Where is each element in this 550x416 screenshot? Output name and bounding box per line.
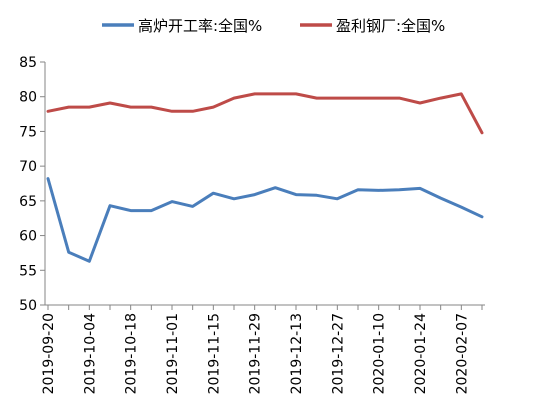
x-tick-label: 2019-11-15 xyxy=(206,313,222,394)
legend-label-2: 盈利钢厂:全国% xyxy=(336,17,445,35)
y-tick-label: 65 xyxy=(19,194,37,210)
legend-label-1: 高炉开工率:全国% xyxy=(138,17,262,35)
y-tick-label: 55 xyxy=(19,263,37,279)
y-tick-label: 60 xyxy=(19,229,37,245)
x-tick-label: 2019-12-13 xyxy=(289,313,305,394)
axes: 50 55 60 65 70 75 80 85 2019-09-20 2019-10-04 2019… xyxy=(19,55,485,394)
legend: 高炉开工率:全国% 盈利钢厂:全国% xyxy=(102,17,445,35)
y-tick-label: 80 xyxy=(19,90,37,106)
y-tick-label: 70 xyxy=(19,159,37,175)
x-tick-label: 2019-10-04 xyxy=(82,313,98,394)
y-tick-label: 50 xyxy=(19,298,37,314)
series-line-1 xyxy=(46,177,484,263)
y-tick-label: 75 xyxy=(19,124,37,140)
x-tick-label: 2020-01-24 xyxy=(413,313,429,394)
x-tick-label: 2019-10-18 xyxy=(124,313,140,394)
series-line-2 xyxy=(46,92,484,135)
x-tick-label: 2019-11-29 xyxy=(248,313,264,394)
x-tick-label: 2020-01-10 xyxy=(372,313,388,394)
x-tick-label: 2020-02-07 xyxy=(454,313,470,394)
y-tick-label: 85 xyxy=(19,55,37,71)
x-tick-label: 2019-09-20 xyxy=(41,313,57,394)
x-tick-label: 2019-11-01 xyxy=(165,313,181,394)
x-tick-label: 2019-12-27 xyxy=(330,313,346,394)
series-layer xyxy=(46,92,484,263)
